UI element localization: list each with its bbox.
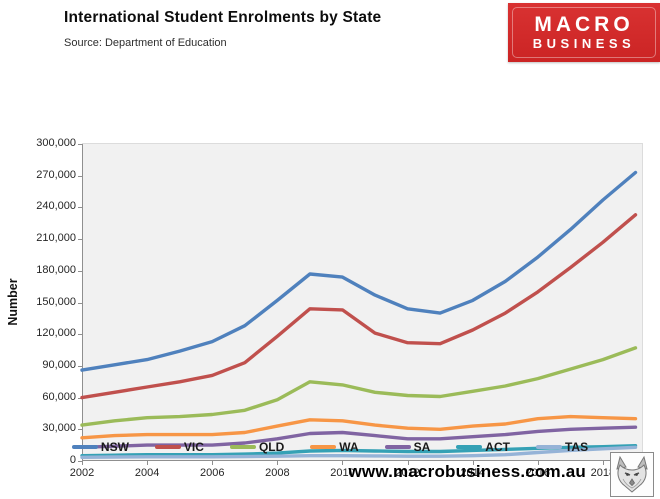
legend-label: ACT xyxy=(485,440,510,454)
website-url: www.macrobusiness.com.au xyxy=(348,462,586,481)
macrobusiness-logo: MACRO BUSINESS xyxy=(508,3,660,62)
legend-swatch-act xyxy=(456,445,483,449)
legend-swatch-qld xyxy=(229,445,256,449)
line-chart: Number 0 30,000 60,000 90,000 120,000 150,000… xyxy=(0,66,660,479)
x-tick-label: 2002 xyxy=(69,467,95,479)
legend-label: QLD xyxy=(258,440,285,454)
series-line-nsw xyxy=(80,170,638,372)
x-tick-label: 2008 xyxy=(265,467,290,479)
series-line-vic xyxy=(80,213,638,400)
legend-swatch-vic xyxy=(154,445,181,449)
series-line-tas xyxy=(80,445,638,459)
legend-item-sa: SA xyxy=(384,440,431,454)
plot-svg xyxy=(78,144,642,465)
legend-label: SA xyxy=(413,440,431,454)
x-tick-label: 2014 xyxy=(460,467,485,479)
wolf-logo-image xyxy=(610,452,654,497)
legend-swatch-nsw xyxy=(71,445,98,449)
y-tick-label: 0 xyxy=(69,454,76,466)
logo-text-macro: MACRO xyxy=(534,12,634,36)
y-tick-label: 30,000 xyxy=(42,422,76,435)
logo-text-business: BUSINESS xyxy=(532,35,636,51)
plot-area xyxy=(78,143,643,465)
legend-item-wa: WA xyxy=(310,440,359,454)
y-tick-label: 300,000 xyxy=(36,137,76,149)
legend-label: TAS xyxy=(564,440,589,454)
legend-item-act: ACT xyxy=(456,440,510,454)
legend-item-nsw: NSW xyxy=(71,440,129,454)
y-tick-label: 120,000 xyxy=(36,327,76,340)
y-tick-label: 90,000 xyxy=(42,358,76,371)
legend-swatch-sa xyxy=(384,445,411,449)
page-title: International Student Enrolments by Stat… xyxy=(64,9,382,26)
x-tick-label: 2018 xyxy=(590,467,616,479)
y-tick-label: 60,000 xyxy=(42,390,76,403)
legend-label: WA xyxy=(339,440,359,454)
x-tick-label: 2012 xyxy=(395,467,420,479)
source-caption: Source: Department of Education xyxy=(64,37,227,49)
legend-swatch-tas xyxy=(535,445,562,449)
legend-item-tas: TAS xyxy=(535,440,589,454)
x-tick-label: 2010 xyxy=(330,467,355,479)
y-tick-label: 210,000 xyxy=(36,232,76,245)
legend-label: NSW xyxy=(100,440,129,454)
legend-label: VIC xyxy=(183,440,204,454)
y-tick-label: 150,000 xyxy=(36,295,76,308)
series-line-qld xyxy=(80,346,638,427)
wolf-icon xyxy=(616,455,648,493)
x-tick-label: 2004 xyxy=(134,467,160,479)
legend-item-vic: VIC xyxy=(154,440,204,454)
legend-swatch-wa xyxy=(310,445,337,449)
x-tick-label: 2016 xyxy=(525,467,551,479)
x-tick-label: 2006 xyxy=(199,467,225,479)
y-tick-label: 270,000 xyxy=(36,168,76,181)
series-line-wa xyxy=(80,414,638,440)
chart-legend: NSW VIC QLD WA SA ACT TAS xyxy=(0,437,660,457)
legend-item-qld: QLD xyxy=(229,440,285,454)
y-tick-label: 180,000 xyxy=(36,263,76,276)
y-tick-label: 240,000 xyxy=(36,200,76,213)
